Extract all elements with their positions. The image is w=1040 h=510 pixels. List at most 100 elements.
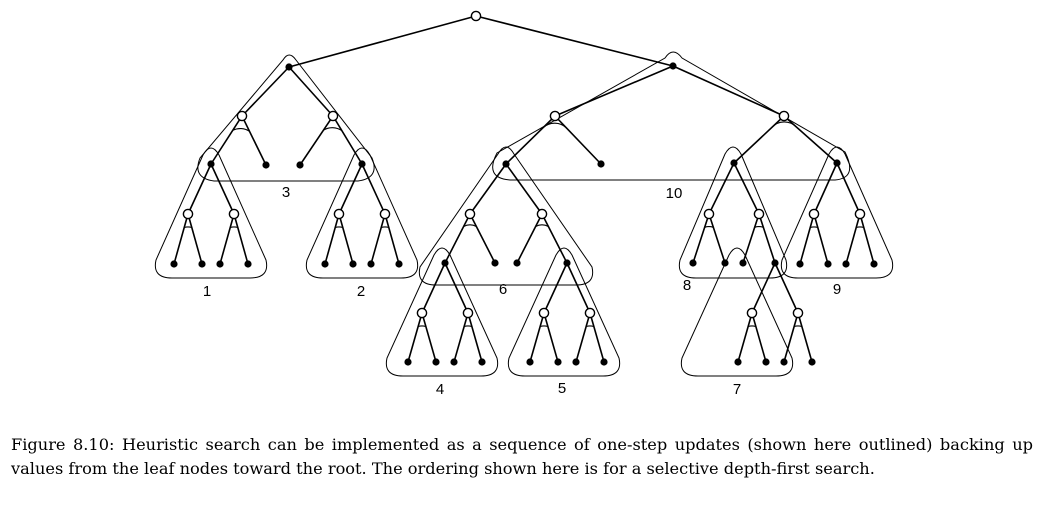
state-node — [450, 358, 458, 366]
state-node — [513, 259, 521, 267]
state-node — [349, 260, 357, 268]
tree-edge — [361, 163, 386, 215]
tree-edge — [813, 213, 829, 265]
action-node — [808, 208, 820, 220]
branch-arc — [754, 226, 764, 228]
tree-edge — [469, 163, 507, 215]
action-node — [182, 208, 194, 220]
action-node — [538, 307, 550, 319]
update-label-6: 6 — [499, 281, 507, 298]
tree-edge — [453, 312, 469, 363]
state-node — [669, 62, 677, 70]
state-node — [762, 358, 770, 366]
action-node — [549, 110, 561, 122]
tree-edge — [859, 213, 875, 265]
tree-nodes — [170, 10, 878, 366]
figure-caption: Figure 8.10: Heuristic search can be imp… — [11, 435, 1033, 478]
tree-edge — [575, 312, 591, 363]
tree-edge — [187, 213, 203, 265]
state-node — [207, 160, 215, 168]
tree-edge — [543, 312, 559, 363]
update-label-7: 7 — [733, 381, 741, 398]
tree-edge — [672, 65, 785, 117]
tree-edge — [845, 213, 861, 265]
tree-edge — [407, 312, 423, 363]
update-outlines — [154, 51, 894, 377]
branch-arc — [704, 226, 714, 228]
branch-arc — [771, 121, 798, 128]
branch-arc — [464, 325, 472, 328]
tree-edge — [505, 163, 543, 215]
state-node — [833, 159, 841, 167]
tree-edge — [708, 162, 735, 215]
state-node — [478, 358, 486, 366]
state-node — [367, 260, 375, 268]
tree-edge — [751, 262, 776, 314]
state-node — [502, 160, 510, 168]
state-node — [296, 161, 304, 169]
state-node — [285, 63, 293, 71]
tree-edge — [444, 262, 469, 314]
action-node — [327, 110, 339, 122]
search-tree-diagram: 1 2 3 4 5 6 7 8 9 10 — [154, 10, 894, 398]
action-node — [333, 208, 345, 220]
tree-edge — [774, 262, 799, 314]
tree-edge — [836, 162, 861, 215]
update-label-10: 10 — [666, 185, 683, 202]
update-outline-2 — [305, 147, 419, 279]
tree-edge — [338, 213, 354, 265]
tree-edge — [241, 115, 267, 166]
tree-edge — [742, 213, 760, 264]
action-node — [746, 307, 758, 319]
tree-edge — [692, 213, 710, 264]
tree-edge — [543, 262, 568, 314]
state-node — [734, 358, 742, 366]
state-node — [244, 260, 252, 268]
update-outline-1 — [154, 147, 268, 279]
tree-edge — [516, 213, 543, 264]
tree-edge — [783, 115, 838, 164]
tree-edge — [541, 213, 568, 264]
update-label-1: 1 — [203, 283, 211, 300]
state-node — [721, 259, 729, 267]
state-node — [198, 260, 206, 268]
state-node — [526, 358, 534, 366]
tree-edge — [384, 213, 400, 265]
branch-arc — [335, 226, 343, 229]
action-node — [462, 307, 474, 319]
state-node — [739, 259, 747, 267]
tree-edge — [288, 15, 477, 68]
branch-arc — [586, 325, 594, 328]
state-node — [824, 260, 832, 268]
action-node — [470, 10, 482, 22]
tree-edge — [733, 162, 760, 215]
state-node — [404, 358, 412, 366]
action-node — [584, 307, 596, 319]
tree-edge — [799, 213, 815, 265]
update-outline-7 — [680, 247, 794, 377]
tree-edge — [187, 163, 212, 215]
state-node — [262, 161, 270, 169]
tree-edge — [589, 312, 605, 363]
branch-arc — [184, 226, 192, 229]
tree-edge — [751, 312, 767, 363]
update-label-9: 9 — [833, 281, 841, 298]
action-node — [854, 208, 866, 220]
tree-edge — [338, 163, 363, 215]
branch-arc — [418, 325, 426, 328]
tree-edge — [299, 115, 334, 166]
tree-edge — [469, 213, 496, 264]
tree-edge — [288, 66, 334, 117]
tree-edge — [210, 163, 235, 215]
tree-edge — [708, 213, 726, 264]
tree-edge — [813, 162, 838, 215]
update-label-3: 3 — [282, 184, 290, 201]
update-labels: 1 2 3 4 5 6 7 8 9 10 — [203, 184, 841, 398]
tree-edge — [797, 312, 813, 363]
state-node — [870, 260, 878, 268]
action-node — [236, 110, 248, 122]
update-label-5: 5 — [558, 380, 566, 397]
tree-edge — [554, 115, 602, 165]
action-node — [792, 307, 804, 319]
branch-arc — [232, 128, 250, 132]
